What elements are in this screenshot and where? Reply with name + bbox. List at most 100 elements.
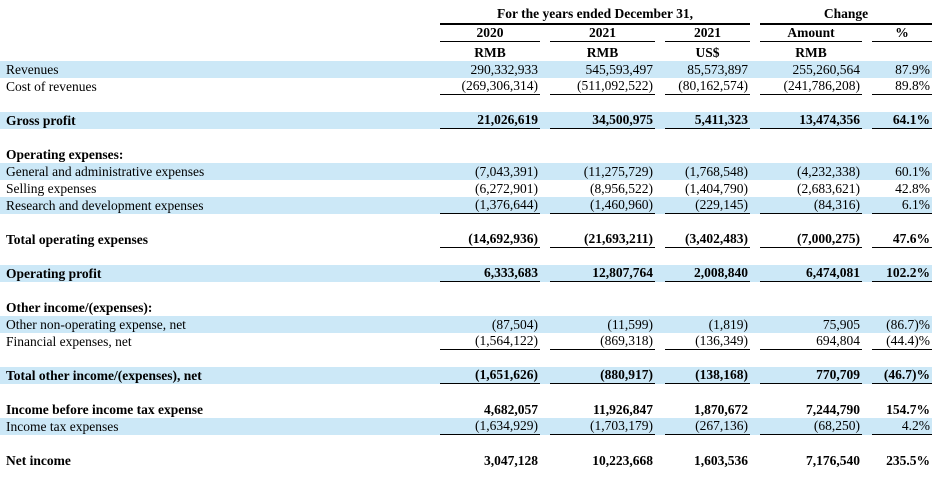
table-row: Cost of revenues (269,306,314) (511,092,52… (0, 78, 933, 95)
table-row: Research and development expenses (1,376,… (0, 197, 933, 214)
cell-value: 154.7% (862, 401, 932, 418)
cell-value: (2,683,621) (750, 180, 862, 197)
cell-value-text: (1,404,790) (685, 181, 748, 196)
cell-value-text: (87,504) (491, 317, 538, 332)
cell-value: 694,804 (750, 333, 862, 350)
cell-value-text: 770,709 (760, 367, 862, 384)
cell-value: (511,092,522) (540, 78, 655, 95)
row-label: Gross profit (0, 112, 430, 129)
cell-value-text: 1,870,672 (694, 402, 748, 417)
cell-value: 4,682,057 (430, 401, 540, 418)
column-header-row: 2020 2021 2021 Amount % (0, 25, 933, 42)
cell-value-text: 694,804 (760, 333, 862, 350)
cell-value: (86.7)% (862, 316, 933, 333)
cell-value (750, 146, 862, 163)
table-row: Income before income tax expense 4,682,05… (0, 401, 932, 418)
row-label: Operating expenses: (6, 147, 124, 162)
cell-value: (4,232,338) (750, 163, 862, 180)
cell-value-text: 235.5% (886, 453, 931, 468)
cell-value: 64.1% (862, 112, 933, 129)
cell-value-text: (4,232,338) (797, 164, 860, 179)
cell-value-text: 34,500,975 (550, 112, 655, 129)
cell-value-text: 64.1% (872, 112, 933, 129)
cell-value: 34,500,975 (540, 112, 655, 129)
spacer-cell (0, 350, 933, 367)
cell-value (540, 146, 655, 163)
cell-value-text: 545,593,497 (585, 62, 654, 77)
cell-value: (1,651,626) (430, 367, 540, 384)
table-row: Gross profit 21,026,619 34,500,975 5,411,32… (0, 112, 933, 129)
cell-value: (241,786,208) (750, 78, 862, 95)
spacer-cell (0, 384, 933, 401)
cell-value-text: (1,376,644) (440, 197, 540, 214)
cell-value-text: 6,474,081 (760, 265, 862, 282)
cell-value-text: (1,634,929) (440, 418, 540, 435)
cell-value-text: (138,168) (665, 367, 750, 384)
cell-value-text: (44.4)% (872, 333, 933, 350)
cell-value-text: 3,047,128 (484, 453, 538, 468)
cell-value: (1,819) (655, 316, 750, 333)
col-header-amount: Amount (750, 25, 862, 42)
change-group-header-cell: Change (750, 6, 933, 25)
table-row: Operating expenses: (0, 146, 932, 163)
col-header-2021-usd: 2021 (655, 25, 750, 42)
row-label: Financial expenses, net (6, 334, 132, 349)
cell-value: (1,460,960) (540, 197, 655, 214)
cell-value: (8,956,522) (540, 180, 655, 197)
currency-header-rmb-2021: RMB (586, 45, 619, 60)
spacer-row (0, 214, 933, 231)
cell-value-text: (46.7)% (872, 367, 933, 384)
table-row: Financial expenses, net (1,564,122) (869,3… (0, 333, 933, 350)
cell-value-text: 2,008,840 (665, 265, 750, 282)
spacer-cell (0, 214, 933, 231)
cell-value: 6.1% (862, 197, 933, 214)
row-label: Operating profit (0, 265, 430, 282)
cell-value: 6,474,081 (750, 265, 862, 282)
cell-value-text: 7,176,540 (806, 453, 860, 468)
cell-value-text: 7,244,790 (806, 402, 860, 417)
cell-value-text: (1,564,122) (440, 333, 540, 350)
cell-value: 87.9% (862, 61, 933, 78)
row-label: Income before income tax expense (6, 402, 203, 417)
cell-value: (269,306,314) (430, 78, 540, 95)
cell-value: (138,168) (655, 367, 750, 384)
table-row: Total operating expenses (14,692,936) (21,… (0, 231, 933, 248)
cell-value-text: (1,768,548) (685, 164, 748, 179)
cell-value-text: (11,599) (607, 317, 653, 332)
cell-value-text: (14,692,936) (440, 231, 540, 248)
cell-value: 6,333,683 (430, 265, 540, 282)
cell-value-text: (229,145) (665, 197, 750, 214)
cell-value: 10,223,668 (540, 452, 655, 469)
cell-value: (46.7)% (862, 367, 933, 384)
cell-value: (880,917) (540, 367, 655, 384)
table-body: Revenues 290,332,933 545,593,497 85,573,897… (0, 61, 933, 469)
cell-value-text: 11,926,847 (592, 402, 653, 417)
cell-value-text: (86.7)% (886, 317, 931, 332)
spacer-row (0, 350, 933, 367)
col-header-percent: % (862, 25, 933, 42)
cell-value: 2,008,840 (655, 265, 750, 282)
cell-value-text: (2,683,621) (797, 181, 860, 196)
cell-value: 42.8% (862, 180, 932, 197)
cell-value-text: 10,223,668 (592, 453, 653, 468)
cell-value: 235.5% (862, 452, 932, 469)
col-header-2021-rmb: 2021 (540, 25, 655, 42)
cell-value: 1,870,672 (655, 401, 750, 418)
cell-value-text: (21,693,211) (550, 231, 655, 248)
cell-value-text: 102.2% (872, 265, 933, 282)
income-statement-table: For the years ended December 31, Change … (0, 6, 933, 469)
cell-value: 290,332,933 (430, 61, 540, 78)
currency-header-usd-2021: US$ (695, 45, 720, 60)
cell-value-text: (80,162,574) (665, 78, 750, 95)
cell-value: (3,402,483) (655, 231, 750, 248)
cell-value-text: 290,332,933 (470, 62, 539, 77)
cell-value: 60.1% (862, 163, 933, 180)
cell-value-text: (11,275,729) (583, 164, 653, 179)
cell-value-text: (136,349) (665, 333, 750, 350)
cell-value-text: (68,250) (760, 418, 862, 435)
years-group-header-cell: For the years ended December 31, (430, 6, 750, 25)
cell-value (540, 299, 655, 316)
cell-value: (7,000,275) (750, 231, 862, 248)
spacer-cell (0, 248, 933, 265)
spacer-row (0, 248, 933, 265)
